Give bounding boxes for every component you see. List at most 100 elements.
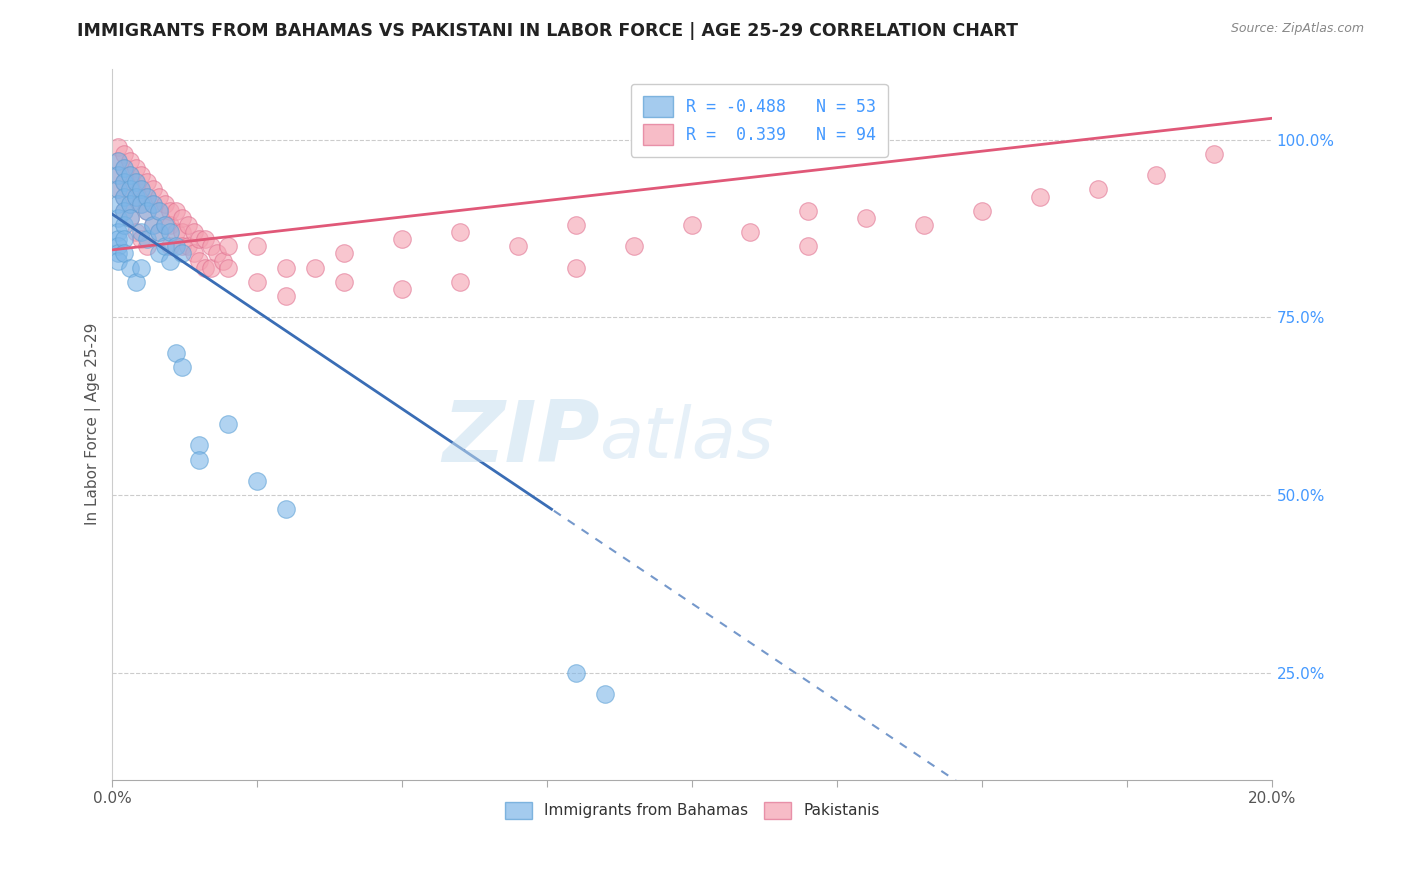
Point xyxy=(188,438,211,452)
Point xyxy=(107,196,129,211)
Point xyxy=(124,175,146,189)
Point xyxy=(333,246,356,260)
Point xyxy=(217,417,239,431)
Y-axis label: In Labor Force | Age 25-29: In Labor Force | Age 25-29 xyxy=(86,323,101,525)
Point xyxy=(188,232,211,246)
Point xyxy=(183,225,205,239)
Point xyxy=(112,189,135,203)
Point xyxy=(188,253,211,268)
Point xyxy=(107,239,129,253)
Point xyxy=(211,253,233,268)
Point xyxy=(118,211,141,225)
Point xyxy=(131,196,153,211)
Point xyxy=(170,360,193,375)
Point xyxy=(333,275,356,289)
Point xyxy=(153,239,176,253)
Point xyxy=(165,203,187,218)
Point xyxy=(142,182,165,196)
Point xyxy=(740,225,762,239)
Point xyxy=(246,275,269,289)
Text: Source: ZipAtlas.com: Source: ZipAtlas.com xyxy=(1230,22,1364,36)
Point xyxy=(118,168,141,182)
Point xyxy=(118,182,141,196)
Point xyxy=(118,196,141,211)
Point xyxy=(148,203,170,218)
Point xyxy=(159,225,181,239)
Point xyxy=(565,665,588,680)
Point xyxy=(107,168,129,182)
Point xyxy=(112,161,135,175)
Text: IMMIGRANTS FROM BAHAMAS VS PAKISTANI IN LABOR FORCE | AGE 25-29 CORRELATION CHAR: IMMIGRANTS FROM BAHAMAS VS PAKISTANI IN … xyxy=(77,22,1018,40)
Point xyxy=(391,232,413,246)
Point xyxy=(1144,168,1167,182)
Point xyxy=(797,203,820,218)
Point xyxy=(276,502,298,516)
Point xyxy=(142,218,165,232)
Point xyxy=(131,182,153,196)
Text: ZIP: ZIP xyxy=(441,397,599,480)
Point xyxy=(136,189,159,203)
Point xyxy=(131,260,153,275)
Point xyxy=(124,189,146,203)
Point xyxy=(118,260,141,275)
Point xyxy=(797,239,820,253)
Point xyxy=(246,239,269,253)
Point xyxy=(124,225,146,239)
Point xyxy=(112,189,135,203)
Point xyxy=(681,218,703,232)
Point xyxy=(107,153,129,168)
Point xyxy=(136,175,159,189)
Point xyxy=(112,203,135,218)
Point xyxy=(159,239,181,253)
Point xyxy=(194,260,217,275)
Point xyxy=(107,232,129,246)
Point xyxy=(304,260,326,275)
Point xyxy=(131,168,153,182)
Point xyxy=(194,232,217,246)
Point xyxy=(142,218,165,232)
Point xyxy=(112,175,135,189)
Point xyxy=(217,260,239,275)
Point xyxy=(118,211,141,225)
Point xyxy=(177,218,200,232)
Point xyxy=(131,196,153,211)
Point xyxy=(623,239,645,253)
Point xyxy=(124,175,146,189)
Point xyxy=(855,211,877,225)
Point xyxy=(153,218,176,232)
Point xyxy=(107,182,129,196)
Point xyxy=(107,225,129,239)
Point xyxy=(200,260,222,275)
Point xyxy=(159,218,181,232)
Point xyxy=(118,196,141,211)
Point xyxy=(183,246,205,260)
Point xyxy=(107,253,129,268)
Point xyxy=(217,239,239,253)
Point xyxy=(170,239,193,253)
Point xyxy=(118,153,141,168)
Point xyxy=(508,239,530,253)
Point xyxy=(112,232,135,246)
Point xyxy=(565,218,588,232)
Point xyxy=(449,275,471,289)
Point xyxy=(148,189,170,203)
Point xyxy=(170,225,193,239)
Point xyxy=(153,218,176,232)
Point xyxy=(148,246,170,260)
Point xyxy=(136,189,159,203)
Point xyxy=(165,346,187,360)
Point xyxy=(205,246,228,260)
Point xyxy=(136,203,159,218)
Point xyxy=(165,225,187,239)
Point xyxy=(246,474,269,488)
Point xyxy=(159,203,181,218)
Point xyxy=(170,211,193,225)
Point xyxy=(449,225,471,239)
Point xyxy=(142,196,165,211)
Point xyxy=(153,196,176,211)
Point xyxy=(170,246,193,260)
Point xyxy=(1202,146,1225,161)
Point xyxy=(188,452,211,467)
Point xyxy=(112,161,135,175)
Point xyxy=(107,246,129,260)
